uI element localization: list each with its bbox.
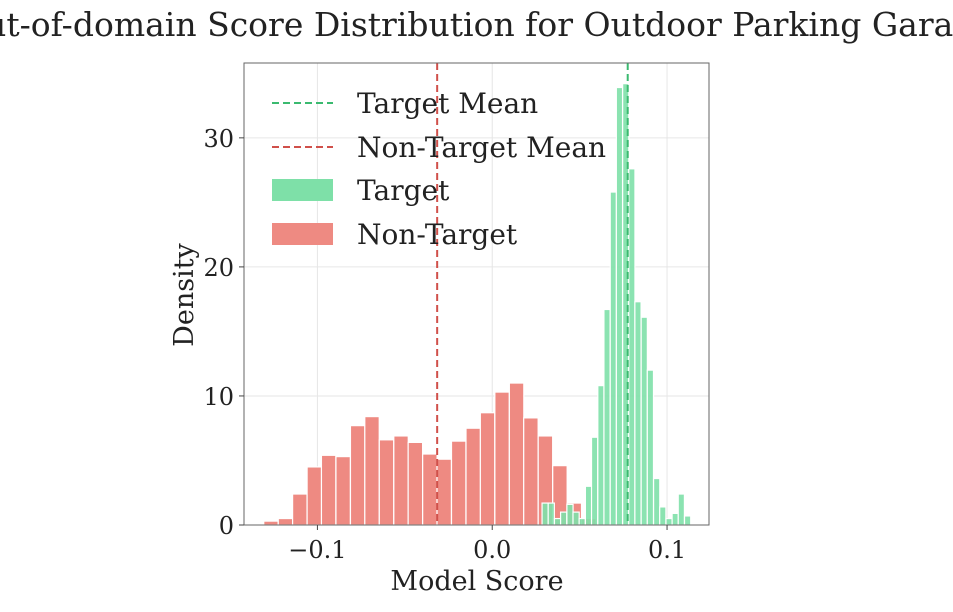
histogram-bar	[349, 425, 366, 526]
histogram-bar	[547, 502, 555, 526]
y-tick-label: 20	[203, 254, 234, 282]
histogram-bar	[306, 466, 323, 526]
legend-label: Non-Target Mean	[357, 131, 606, 164]
histogram-bar	[465, 427, 482, 526]
x-tick-label: 0.1	[648, 536, 686, 564]
histogram-bar	[263, 520, 279, 526]
histogram-bar	[578, 517, 586, 526]
histogram-bar	[646, 369, 655, 526]
histogram-bar	[553, 517, 562, 526]
histogram-bar	[671, 512, 679, 526]
legend-label: Non-Target	[357, 218, 518, 251]
histogram-bar	[508, 382, 525, 526]
histogram-bar	[683, 515, 692, 526]
histogram-bar	[603, 308, 611, 526]
histogram-bar	[559, 511, 568, 526]
histogram-bar	[436, 458, 453, 526]
histogram-bar	[609, 191, 618, 526]
plot-frame	[243, 62, 710, 526]
histogram-bar	[652, 477, 661, 526]
chart-title: Out-of-domain Score Distribution for Out…	[0, 5, 953, 44]
histogram-bar	[572, 511, 580, 526]
histogram-bar	[364, 415, 380, 526]
histogram-bar	[450, 440, 467, 526]
histogram-bar	[640, 316, 648, 526]
histogram-bar	[628, 168, 636, 526]
histogram-bar	[634, 301, 642, 526]
histogram-bar	[494, 391, 510, 526]
legend-swatch	[272, 179, 333, 201]
target-histogram	[541, 83, 692, 526]
legend-label: Target Mean	[357, 87, 538, 120]
histogram-bar	[584, 485, 593, 526]
y-tick-label: 0	[219, 512, 234, 540]
histogram-bar	[677, 493, 686, 526]
x-tick-label: −0.1	[288, 536, 346, 564]
histogram-bar	[590, 436, 599, 526]
y-tick-label: 10	[203, 383, 234, 411]
non-target-histogram	[263, 382, 597, 526]
y-tick-label: 30	[203, 125, 234, 153]
histogram-bar	[566, 503, 574, 526]
y-axis-label: Density	[169, 242, 200, 346]
histogram-bar	[335, 456, 351, 526]
histogram-bar	[407, 441, 424, 526]
histogram-bar	[615, 86, 624, 526]
histogram-bar	[291, 493, 308, 526]
x-axis-label: Model Score	[390, 566, 563, 597]
legend-swatch	[272, 223, 333, 245]
histogram-bar	[422, 453, 438, 526]
mean-lines	[436, 63, 629, 525]
histogram-bar	[378, 439, 395, 526]
histogram-bar	[320, 454, 337, 526]
histogram-bar	[622, 83, 630, 526]
legend-label: Target	[357, 174, 450, 207]
histogram-bar	[541, 502, 549, 526]
legend: Target Mean Non-Target Mean Target Non-Targ…	[272, 87, 606, 251]
histogram-bar	[277, 517, 294, 526]
x-tick-label: 0.0	[473, 536, 511, 564]
axis-ticks: −0.1 0.0 0.1 0 10 20 30	[203, 125, 686, 564]
histogram-bar	[659, 506, 667, 526]
histogram-bar	[665, 517, 673, 526]
histogram-bar	[597, 385, 605, 526]
histogram-bar	[393, 435, 409, 526]
histogram-bar	[479, 412, 496, 526]
histogram-bar	[523, 417, 539, 526]
